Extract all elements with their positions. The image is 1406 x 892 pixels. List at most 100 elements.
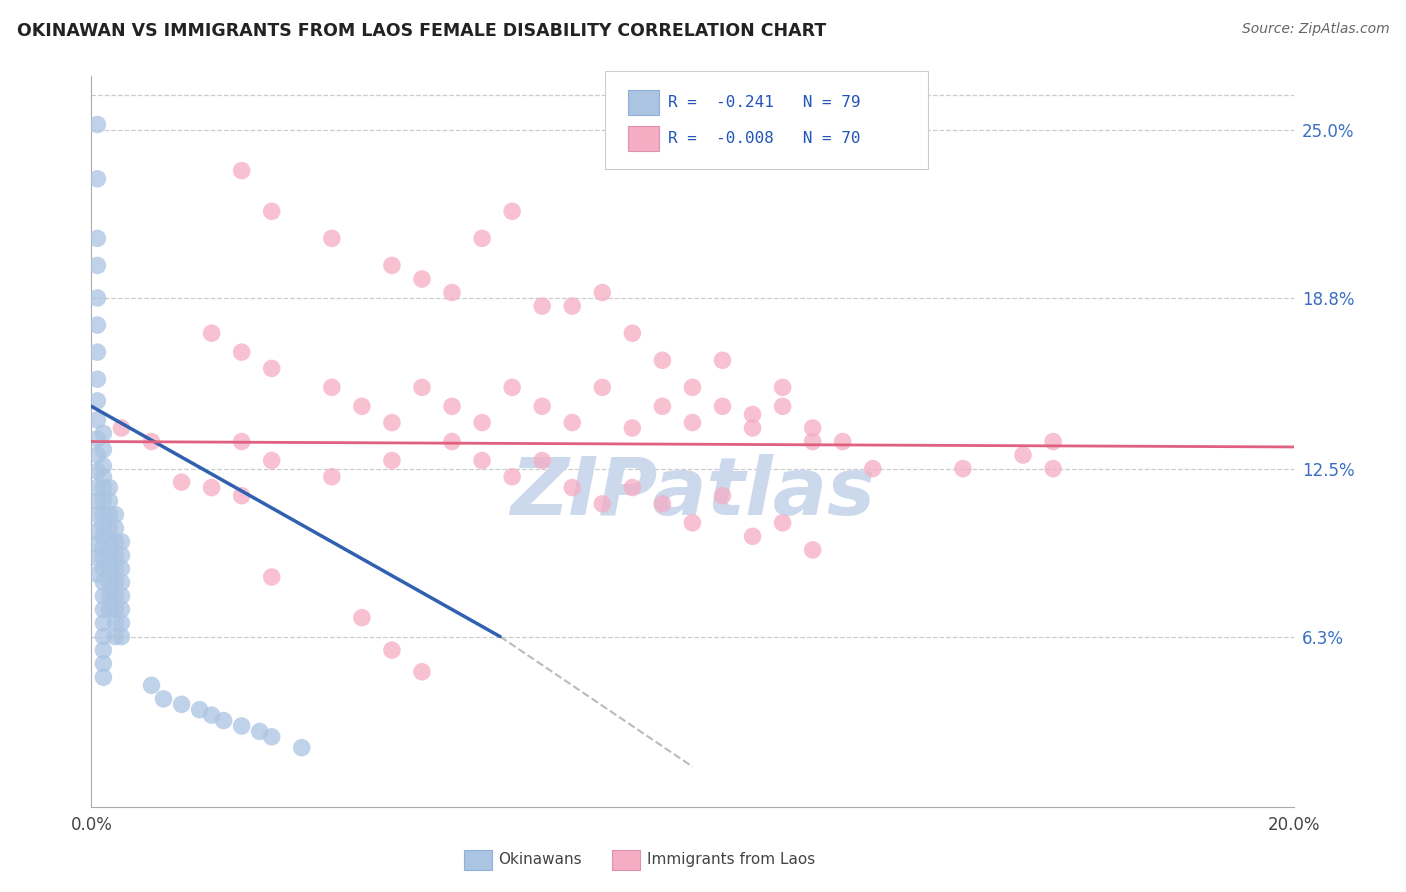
Point	[741, 421, 763, 435]
Point	[201, 708, 224, 723]
Text: Source: ZipAtlas.com: Source: ZipAtlas.com	[1241, 22, 1389, 37]
Point	[621, 481, 644, 495]
Point	[260, 361, 283, 376]
Point	[711, 489, 734, 503]
Point	[291, 740, 314, 755]
Point	[170, 475, 193, 490]
Point	[321, 231, 343, 245]
Point	[86, 494, 108, 508]
Point	[104, 602, 127, 616]
Point	[86, 118, 108, 132]
Point	[86, 231, 108, 245]
Text: Okinawans: Okinawans	[498, 853, 581, 867]
Point	[711, 400, 734, 414]
Point	[86, 524, 108, 538]
Point	[201, 326, 224, 341]
Text: ZIPatlas: ZIPatlas	[510, 454, 875, 532]
Point	[621, 326, 644, 341]
Point	[93, 540, 115, 554]
Point	[141, 434, 163, 449]
Point	[440, 285, 463, 300]
Point	[201, 481, 224, 495]
Point	[98, 549, 121, 563]
Point	[86, 481, 108, 495]
Point	[561, 416, 583, 430]
Point	[260, 453, 283, 467]
Point	[772, 380, 794, 394]
Point	[231, 345, 253, 359]
Point	[531, 453, 554, 467]
Point	[98, 575, 121, 590]
Point	[86, 318, 108, 332]
Point	[86, 372, 108, 386]
Point	[152, 692, 174, 706]
Point	[141, 678, 163, 692]
Point	[98, 481, 121, 495]
Point	[862, 461, 884, 475]
Point	[621, 421, 644, 435]
Point	[98, 508, 121, 522]
Point	[104, 575, 127, 590]
Point	[471, 416, 494, 430]
Text: R =  -0.008   N = 70: R = -0.008 N = 70	[668, 131, 870, 145]
Point	[321, 380, 343, 394]
Point	[471, 231, 494, 245]
Point	[86, 567, 108, 582]
Point	[110, 630, 132, 644]
Point	[801, 542, 824, 557]
Point	[110, 602, 132, 616]
Point	[104, 549, 127, 563]
Point	[104, 630, 127, 644]
Point	[350, 610, 373, 624]
Point	[93, 426, 115, 441]
Point	[561, 481, 583, 495]
Point	[591, 285, 613, 300]
Point	[381, 643, 404, 657]
Point	[93, 575, 115, 590]
Point	[801, 434, 824, 449]
Point	[681, 416, 703, 430]
Point	[249, 724, 271, 739]
Point	[501, 204, 523, 219]
Point	[86, 432, 108, 446]
Point	[531, 400, 554, 414]
Point	[86, 171, 108, 186]
Point	[98, 602, 121, 616]
Point	[561, 299, 583, 313]
Point	[591, 380, 613, 394]
Point	[440, 434, 463, 449]
Point	[260, 204, 283, 219]
Point	[1042, 461, 1064, 475]
Point	[231, 163, 253, 178]
Point	[651, 400, 673, 414]
Point	[681, 380, 703, 394]
Point	[772, 516, 794, 530]
Point	[98, 534, 121, 549]
Point	[86, 551, 108, 566]
Point	[1012, 448, 1035, 462]
Point	[321, 469, 343, 483]
Text: Immigrants from Laos: Immigrants from Laos	[647, 853, 815, 867]
Point	[104, 521, 127, 535]
Point	[681, 516, 703, 530]
Point	[93, 469, 115, 483]
Point	[104, 589, 127, 603]
Point	[350, 400, 373, 414]
Point	[93, 529, 115, 543]
Point	[231, 489, 253, 503]
Point	[104, 508, 127, 522]
Point	[104, 534, 127, 549]
Point	[86, 508, 108, 522]
Point	[651, 353, 673, 368]
Point	[110, 562, 132, 576]
Point	[231, 434, 253, 449]
Point	[501, 380, 523, 394]
Point	[104, 562, 127, 576]
Point	[411, 272, 433, 286]
Point	[98, 562, 121, 576]
Point	[471, 453, 494, 467]
Point	[591, 497, 613, 511]
Point	[98, 521, 121, 535]
Point	[260, 730, 283, 744]
Point	[440, 400, 463, 414]
